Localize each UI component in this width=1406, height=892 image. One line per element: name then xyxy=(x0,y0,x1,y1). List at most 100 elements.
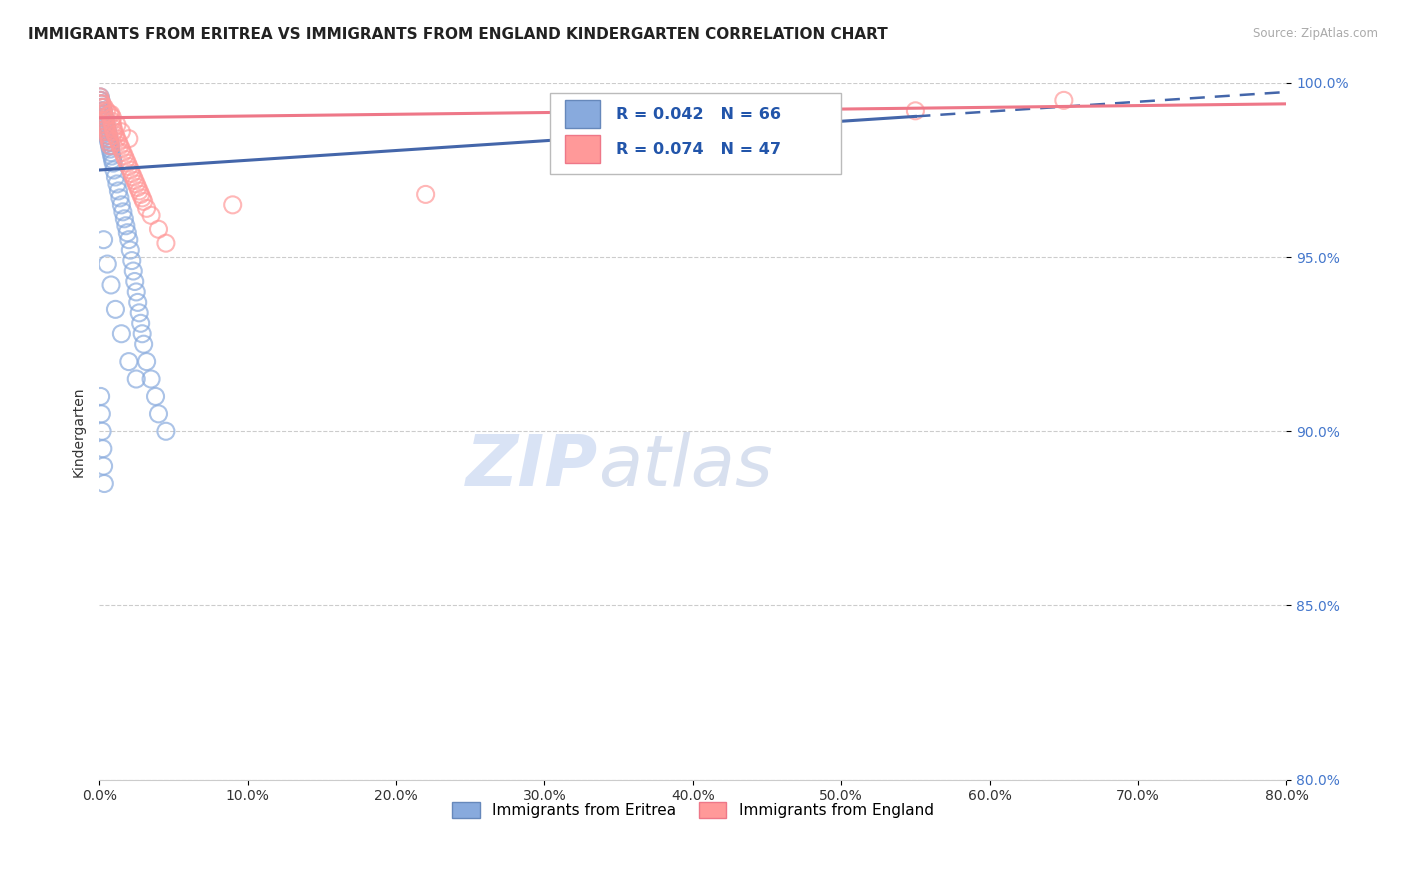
Point xyxy=(94,121,117,136)
Text: ZIP: ZIP xyxy=(465,432,598,500)
Point xyxy=(91,100,114,114)
Point xyxy=(111,204,134,219)
Point xyxy=(100,145,122,160)
Point xyxy=(110,142,132,156)
Point xyxy=(90,96,112,111)
Point xyxy=(110,326,132,341)
Point xyxy=(96,125,118,139)
Point xyxy=(131,326,153,341)
Point xyxy=(96,128,118,143)
Point xyxy=(96,118,118,132)
Point xyxy=(98,142,121,156)
Point xyxy=(97,128,120,143)
Point xyxy=(94,114,117,128)
Point xyxy=(100,114,122,128)
Point xyxy=(93,107,115,121)
Point xyxy=(91,103,114,118)
Point xyxy=(110,198,132,212)
Point xyxy=(107,135,129,149)
Point xyxy=(127,295,149,310)
Text: Source: ZipAtlas.com: Source: ZipAtlas.com xyxy=(1253,27,1378,40)
Point xyxy=(90,94,112,108)
Point xyxy=(97,125,120,139)
Point xyxy=(90,389,112,403)
Point xyxy=(121,167,143,181)
Point xyxy=(128,306,150,320)
Point xyxy=(91,100,114,114)
Point xyxy=(155,424,177,438)
Point xyxy=(124,275,146,289)
Point xyxy=(103,156,125,170)
Point xyxy=(117,226,139,240)
Point xyxy=(98,135,121,149)
Point xyxy=(122,264,145,278)
Point xyxy=(222,198,245,212)
Point xyxy=(110,125,132,139)
Point xyxy=(125,372,148,386)
Point xyxy=(904,103,927,118)
Point xyxy=(148,407,170,421)
Point xyxy=(1053,94,1076,108)
Point xyxy=(90,96,112,111)
Y-axis label: Kindergarten: Kindergarten xyxy=(72,386,86,476)
Point xyxy=(139,372,162,386)
Point xyxy=(90,94,112,108)
Point xyxy=(120,243,142,257)
Point xyxy=(120,163,142,178)
Point xyxy=(145,389,167,403)
Point xyxy=(107,184,129,198)
FancyBboxPatch shape xyxy=(565,101,600,128)
Point xyxy=(115,219,138,233)
Point xyxy=(103,121,125,136)
Point xyxy=(100,277,122,292)
Point xyxy=(93,100,115,114)
Point xyxy=(117,156,139,170)
Point xyxy=(129,316,152,330)
Point xyxy=(90,100,112,114)
Point xyxy=(98,131,121,145)
Point xyxy=(96,125,118,139)
Text: R = 0.042   N = 66: R = 0.042 N = 66 xyxy=(616,107,780,122)
Point xyxy=(97,135,120,149)
Text: IMMIGRANTS FROM ERITREA VS IMMIGRANTS FROM ENGLAND KINDERGARTEN CORRELATION CHAR: IMMIGRANTS FROM ERITREA VS IMMIGRANTS FR… xyxy=(28,27,887,42)
Point xyxy=(93,459,115,474)
Point xyxy=(115,153,138,167)
Point xyxy=(112,211,135,226)
Point xyxy=(94,114,117,128)
Point xyxy=(94,118,117,132)
Point xyxy=(105,177,128,191)
Point xyxy=(155,236,177,251)
Point xyxy=(127,180,149,194)
Point xyxy=(415,187,437,202)
Point xyxy=(96,103,118,118)
Point xyxy=(94,118,117,132)
Point xyxy=(98,135,121,149)
Point xyxy=(91,103,114,118)
Point xyxy=(105,131,128,145)
Point xyxy=(100,138,122,153)
Point xyxy=(148,222,170,236)
Point xyxy=(128,184,150,198)
Point xyxy=(96,257,118,271)
Text: R = 0.074   N = 47: R = 0.074 N = 47 xyxy=(616,142,780,157)
Point xyxy=(118,160,141,174)
Point xyxy=(108,138,131,153)
Point xyxy=(97,131,120,145)
Point xyxy=(97,128,120,143)
Point xyxy=(118,233,141,247)
Point xyxy=(89,90,111,104)
Legend: Immigrants from Eritrea, Immigrants from England: Immigrants from Eritrea, Immigrants from… xyxy=(446,796,939,824)
Point xyxy=(90,96,112,111)
Point xyxy=(104,302,127,317)
Point xyxy=(91,107,114,121)
FancyBboxPatch shape xyxy=(565,136,600,163)
Point xyxy=(129,187,152,202)
Point xyxy=(93,107,115,121)
Point xyxy=(91,103,114,118)
Point xyxy=(103,125,125,139)
Point xyxy=(125,177,148,191)
Point xyxy=(93,111,115,125)
Point xyxy=(91,442,114,456)
Point xyxy=(135,202,157,216)
Point xyxy=(121,253,143,268)
